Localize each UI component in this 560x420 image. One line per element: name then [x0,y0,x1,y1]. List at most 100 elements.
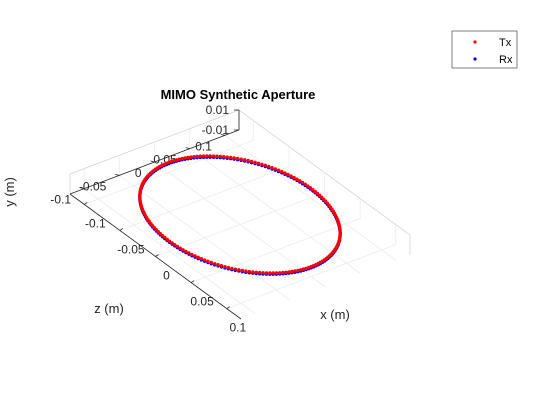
axes-grid [83,115,397,314]
marker-tx-69 [232,156,236,160]
marker-tx-84 [183,156,187,160]
marker-tx-143 [190,252,194,257]
marker-tx-56 [276,168,281,172]
z-tick-label-0: -0.1 [50,193,71,207]
marker-tx-140 [181,248,185,252]
marker-tx-87 [174,158,179,162]
marker-tx-77 [205,154,209,158]
marker-tx-159 [244,269,248,273]
marker-tx-47 [303,182,307,186]
x-tick-mark-0 [84,202,88,205]
marker-tx-65 [246,158,250,163]
data-markers [138,154,342,276]
marker-tx-137 [173,243,177,247]
marker-tx-151 [216,263,220,267]
marker-tx-66 [242,158,247,162]
grid-line-z-0 [83,188,256,314]
marker-tx-168 [274,271,279,275]
marker-tx-52 [289,174,293,178]
grid-line-z-4 [224,135,397,261]
x-tick-mark-3 [190,280,195,283]
marker-tx-88 [172,158,176,163]
marker-tx-171 [284,270,288,274]
marker-tx-139 [178,246,182,250]
marker-tx-148 [206,259,210,263]
marker-tx-72 [222,154,226,159]
legend-marker-tx [473,40,477,44]
z-tick-mark-4 [220,133,226,136]
marker-tx-166 [268,271,272,275]
marker-tx-162 [254,270,258,275]
marker-tx-157 [237,268,241,272]
z-axis-label: z (m) [94,301,124,316]
marker-tx-63 [253,160,257,165]
marker-tx-74 [215,154,219,158]
x-tick-label-3: 0.05 [190,295,214,309]
x-tick-label-4: 0.1 [229,321,246,335]
legend-box [451,30,518,69]
z-tick-label-1: -0.05 [79,179,107,193]
marker-tx-145 [196,255,200,260]
marker-tx-45 [308,186,313,190]
legend-label-rx: Rx [499,54,513,66]
marker-tx-81 [192,155,196,159]
marker-tx-176 [299,268,303,272]
marker-tx-147 [202,258,207,262]
marker-tx-61 [260,162,264,166]
x-tick-label-1: -0.05 [117,243,145,257]
marker-tx-76 [208,154,212,158]
legend-marker-rx [473,57,477,61]
marker-tx-155 [230,266,234,271]
marker-tx-142 [187,251,191,255]
series-tx [138,154,342,275]
marker-tx-154 [226,265,231,270]
x-tick-mark-1 [119,228,124,231]
marker-tx-178 [304,266,308,271]
marker-tx-152 [219,264,224,268]
marker-tx-50 [295,177,299,181]
marker-tx-75 [211,154,216,158]
marker-tx-165 [264,271,269,275]
marker-tx-158 [240,268,245,273]
marker-tx-167 [271,271,275,275]
marker-tx-170 [281,270,285,275]
z-tick-label-4: 0.1 [195,139,212,153]
grid-line-z-2 [154,161,326,288]
marker-tx-132 [160,233,165,238]
marker-tx-179 [307,265,311,270]
marker-tx-86 [177,157,181,161]
marker-tx-164 [261,271,265,275]
marker-tx-59 [267,164,271,169]
marker-tx-68 [235,156,240,161]
marker-tx-62 [256,161,261,165]
z-tick-label-2: 0 [135,166,142,180]
marker-tx-58 [270,166,274,170]
marker-tx-172 [287,270,291,274]
marker-tx-163 [257,270,262,275]
y-tick-label-1: 0.01 [206,103,230,117]
legend[interactable]: Tx Rx [451,30,518,69]
marker-tx-57 [273,167,278,171]
marker-tx-134 [165,237,169,242]
marker-tx-144 [193,254,197,258]
marker-tx-136 [170,241,174,245]
marker-tx-173 [290,269,294,274]
marker-tx-71 [225,155,229,159]
marker-tx-175 [296,268,300,273]
marker-tx-149 [209,260,213,265]
marker-tx-46 [306,184,310,188]
marker-tx-54 [283,171,287,175]
marker-tx-55 [280,169,284,174]
z-tick-mark-3 [185,147,190,150]
marker-tx-60 [263,163,268,168]
marker-tx-146 [199,257,204,261]
z-tick-mark-2 [150,160,155,163]
marker-tx-80 [195,154,199,159]
marker-tx-51 [292,175,296,180]
marker-tx-133 [163,235,167,240]
grid-line-z-1 [119,175,291,301]
series-rx [138,155,342,276]
x-axis-label: x (m) [320,307,350,322]
x-tick-mark-2 [155,254,159,257]
